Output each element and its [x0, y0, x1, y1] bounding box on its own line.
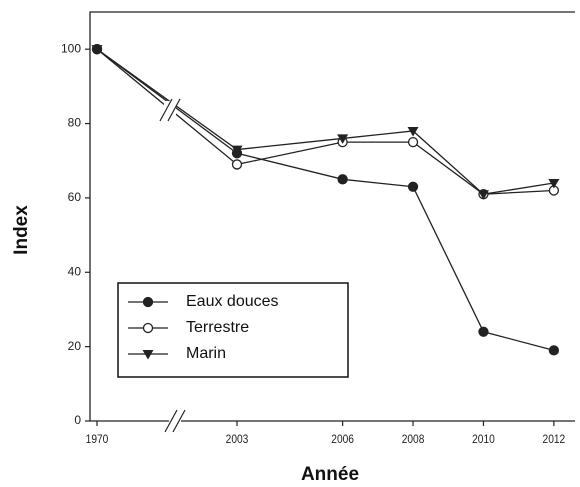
legend-marker: [142, 296, 154, 308]
axis-break-gap: [169, 412, 181, 430]
point: [407, 181, 419, 192]
axis-break: [172, 409, 186, 433]
x-tick-label: 2012: [543, 433, 566, 446]
point: [548, 345, 560, 356]
axis-break: [167, 98, 181, 122]
x-tick-label: 2010: [472, 433, 495, 446]
legend-label: Eaux douces: [186, 293, 279, 310]
axis-frame: [89, 11, 575, 421]
x-tick-label: 2008: [402, 433, 425, 446]
legend-marker: [142, 322, 154, 334]
point: [407, 136, 419, 148]
legend-marker: [142, 350, 154, 360]
axis-break: [159, 98, 173, 122]
legend-label: Terrestre: [186, 319, 249, 336]
y-tick-label: 100: [61, 41, 81, 55]
y-tick-label: 80: [68, 116, 82, 130]
y-tick-label: 20: [68, 339, 82, 353]
point: [231, 148, 243, 159]
x-tick-label: 2006: [331, 433, 354, 446]
x-tick-label: 1970: [86, 433, 109, 446]
legend-label: Marin: [186, 345, 226, 362]
series-line: [96, 48, 554, 195]
point: [477, 190, 489, 200]
y-tick-label: 40: [68, 264, 82, 278]
point: [407, 126, 419, 137]
y-tick-label: 60: [68, 190, 82, 204]
series-line: [96, 48, 554, 195]
point: [478, 326, 489, 337]
point: [337, 134, 349, 144]
point: [231, 159, 243, 170]
point: [337, 174, 348, 185]
point: [91, 44, 103, 55]
x-tick-label: 2003: [226, 433, 249, 446]
series-line: [96, 48, 555, 351]
point: [548, 179, 560, 189]
y-axis-title: Index: [11, 205, 32, 255]
legend-box: [117, 282, 349, 378]
x-axis-title: Année: [301, 464, 359, 485]
axis-break-gap: [164, 101, 176, 119]
y-tick-label: 0: [74, 413, 81, 427]
axis-break: [164, 409, 178, 433]
